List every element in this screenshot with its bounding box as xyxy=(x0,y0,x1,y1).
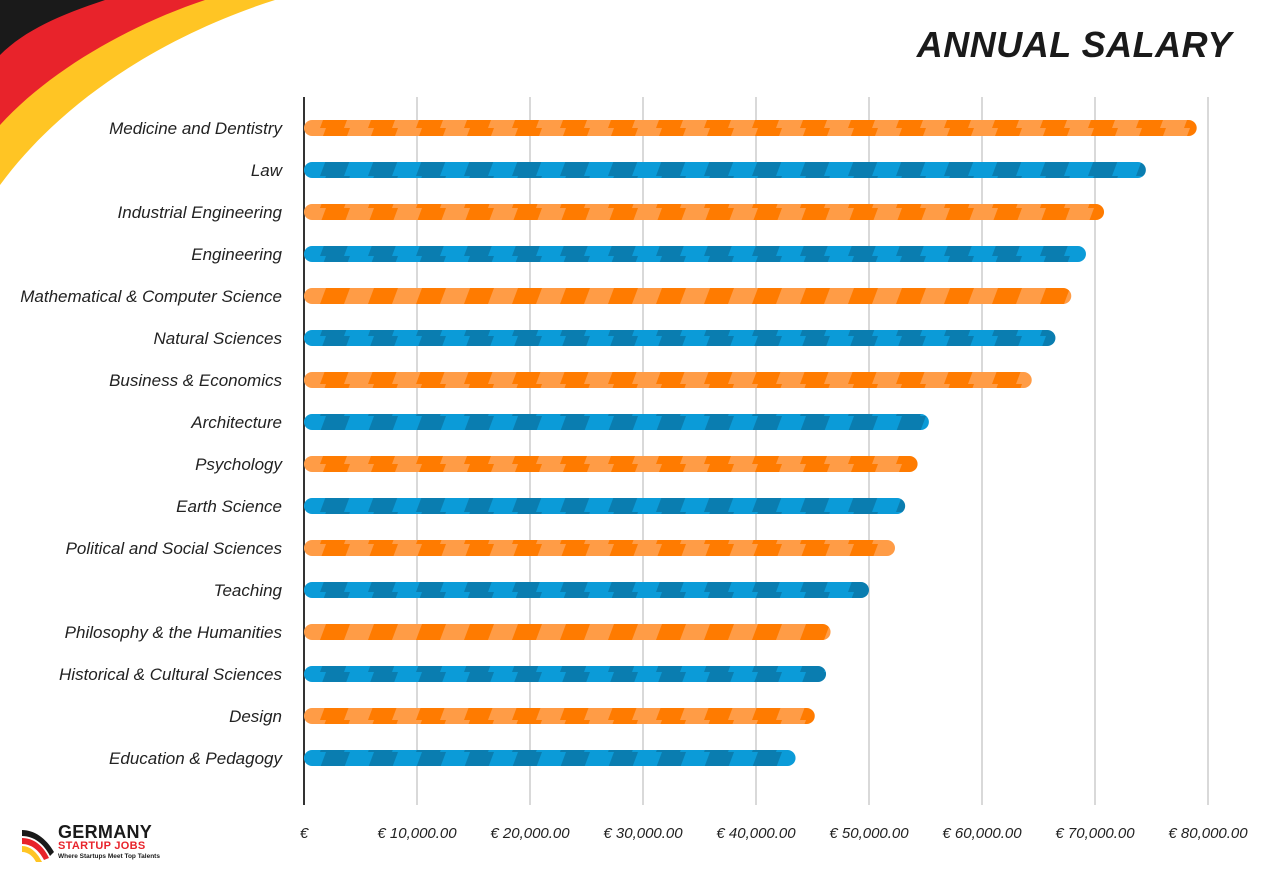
category-label: Historical & Cultural Sciences xyxy=(59,665,282,684)
category-label: Earth Science xyxy=(176,497,282,516)
category-label: Political and Social Sciences xyxy=(66,539,283,558)
bar xyxy=(304,414,929,430)
bar xyxy=(304,582,869,598)
category-label: Philosophy & the Humanities xyxy=(65,623,283,642)
bar xyxy=(304,540,895,556)
x-tick-label: € 60,000.00 xyxy=(942,825,1022,842)
bar xyxy=(304,750,796,766)
bar xyxy=(304,246,1086,262)
category-label: Architecture xyxy=(190,413,282,432)
logo-tagline: Where Startups Meet Top Talents xyxy=(58,853,160,860)
logo-text-startup-jobs: STARTUP JOBS xyxy=(58,840,146,852)
category-label: Education & Pedagogy xyxy=(109,749,283,768)
germany-startup-jobs-logo: GERMANY STARTUP JOBS Where Startups Meet… xyxy=(20,822,170,866)
x-tick-label: € 50,000.00 xyxy=(829,825,909,842)
bar xyxy=(304,330,1056,346)
category-label: Design xyxy=(229,707,282,726)
category-label: Teaching xyxy=(214,581,283,600)
bar xyxy=(304,456,918,472)
flag-logo-icon xyxy=(22,830,54,862)
category-label: Natural Sciences xyxy=(153,329,282,348)
bar xyxy=(304,708,815,724)
category-label: Industrial Engineering xyxy=(118,203,283,222)
bar xyxy=(304,498,906,514)
category-label: Psychology xyxy=(195,455,283,474)
category-label: Engineering xyxy=(191,245,282,264)
logo-text-germany: GERMANY xyxy=(58,822,153,842)
bar xyxy=(304,120,1197,136)
flag-swoosh-decoration xyxy=(0,0,275,185)
category-label: Medicine and Dentistry xyxy=(109,119,283,138)
bar xyxy=(304,624,831,640)
category-label: Mathematical & Computer Science xyxy=(20,287,282,306)
bar xyxy=(304,162,1146,178)
bar xyxy=(304,666,827,682)
category-label: Business & Economics xyxy=(109,371,282,390)
x-tick-label: € 30,000.00 xyxy=(603,825,683,842)
x-tick-label: € 40,000.00 xyxy=(716,825,796,842)
chart-title: ANNUAL SALARY xyxy=(916,24,1232,65)
x-tick-label: € xyxy=(300,825,309,842)
category-label: Law xyxy=(251,161,284,180)
x-tick-label: € 10,000.00 xyxy=(377,825,457,842)
bar xyxy=(304,288,1072,304)
bar xyxy=(304,204,1105,220)
x-tick-label: € 80,000.00 xyxy=(1168,825,1248,842)
x-tick-label: € 20,000.00 xyxy=(490,825,570,842)
x-tick-label: € 70,000.00 xyxy=(1055,825,1135,842)
bar xyxy=(304,372,1032,388)
